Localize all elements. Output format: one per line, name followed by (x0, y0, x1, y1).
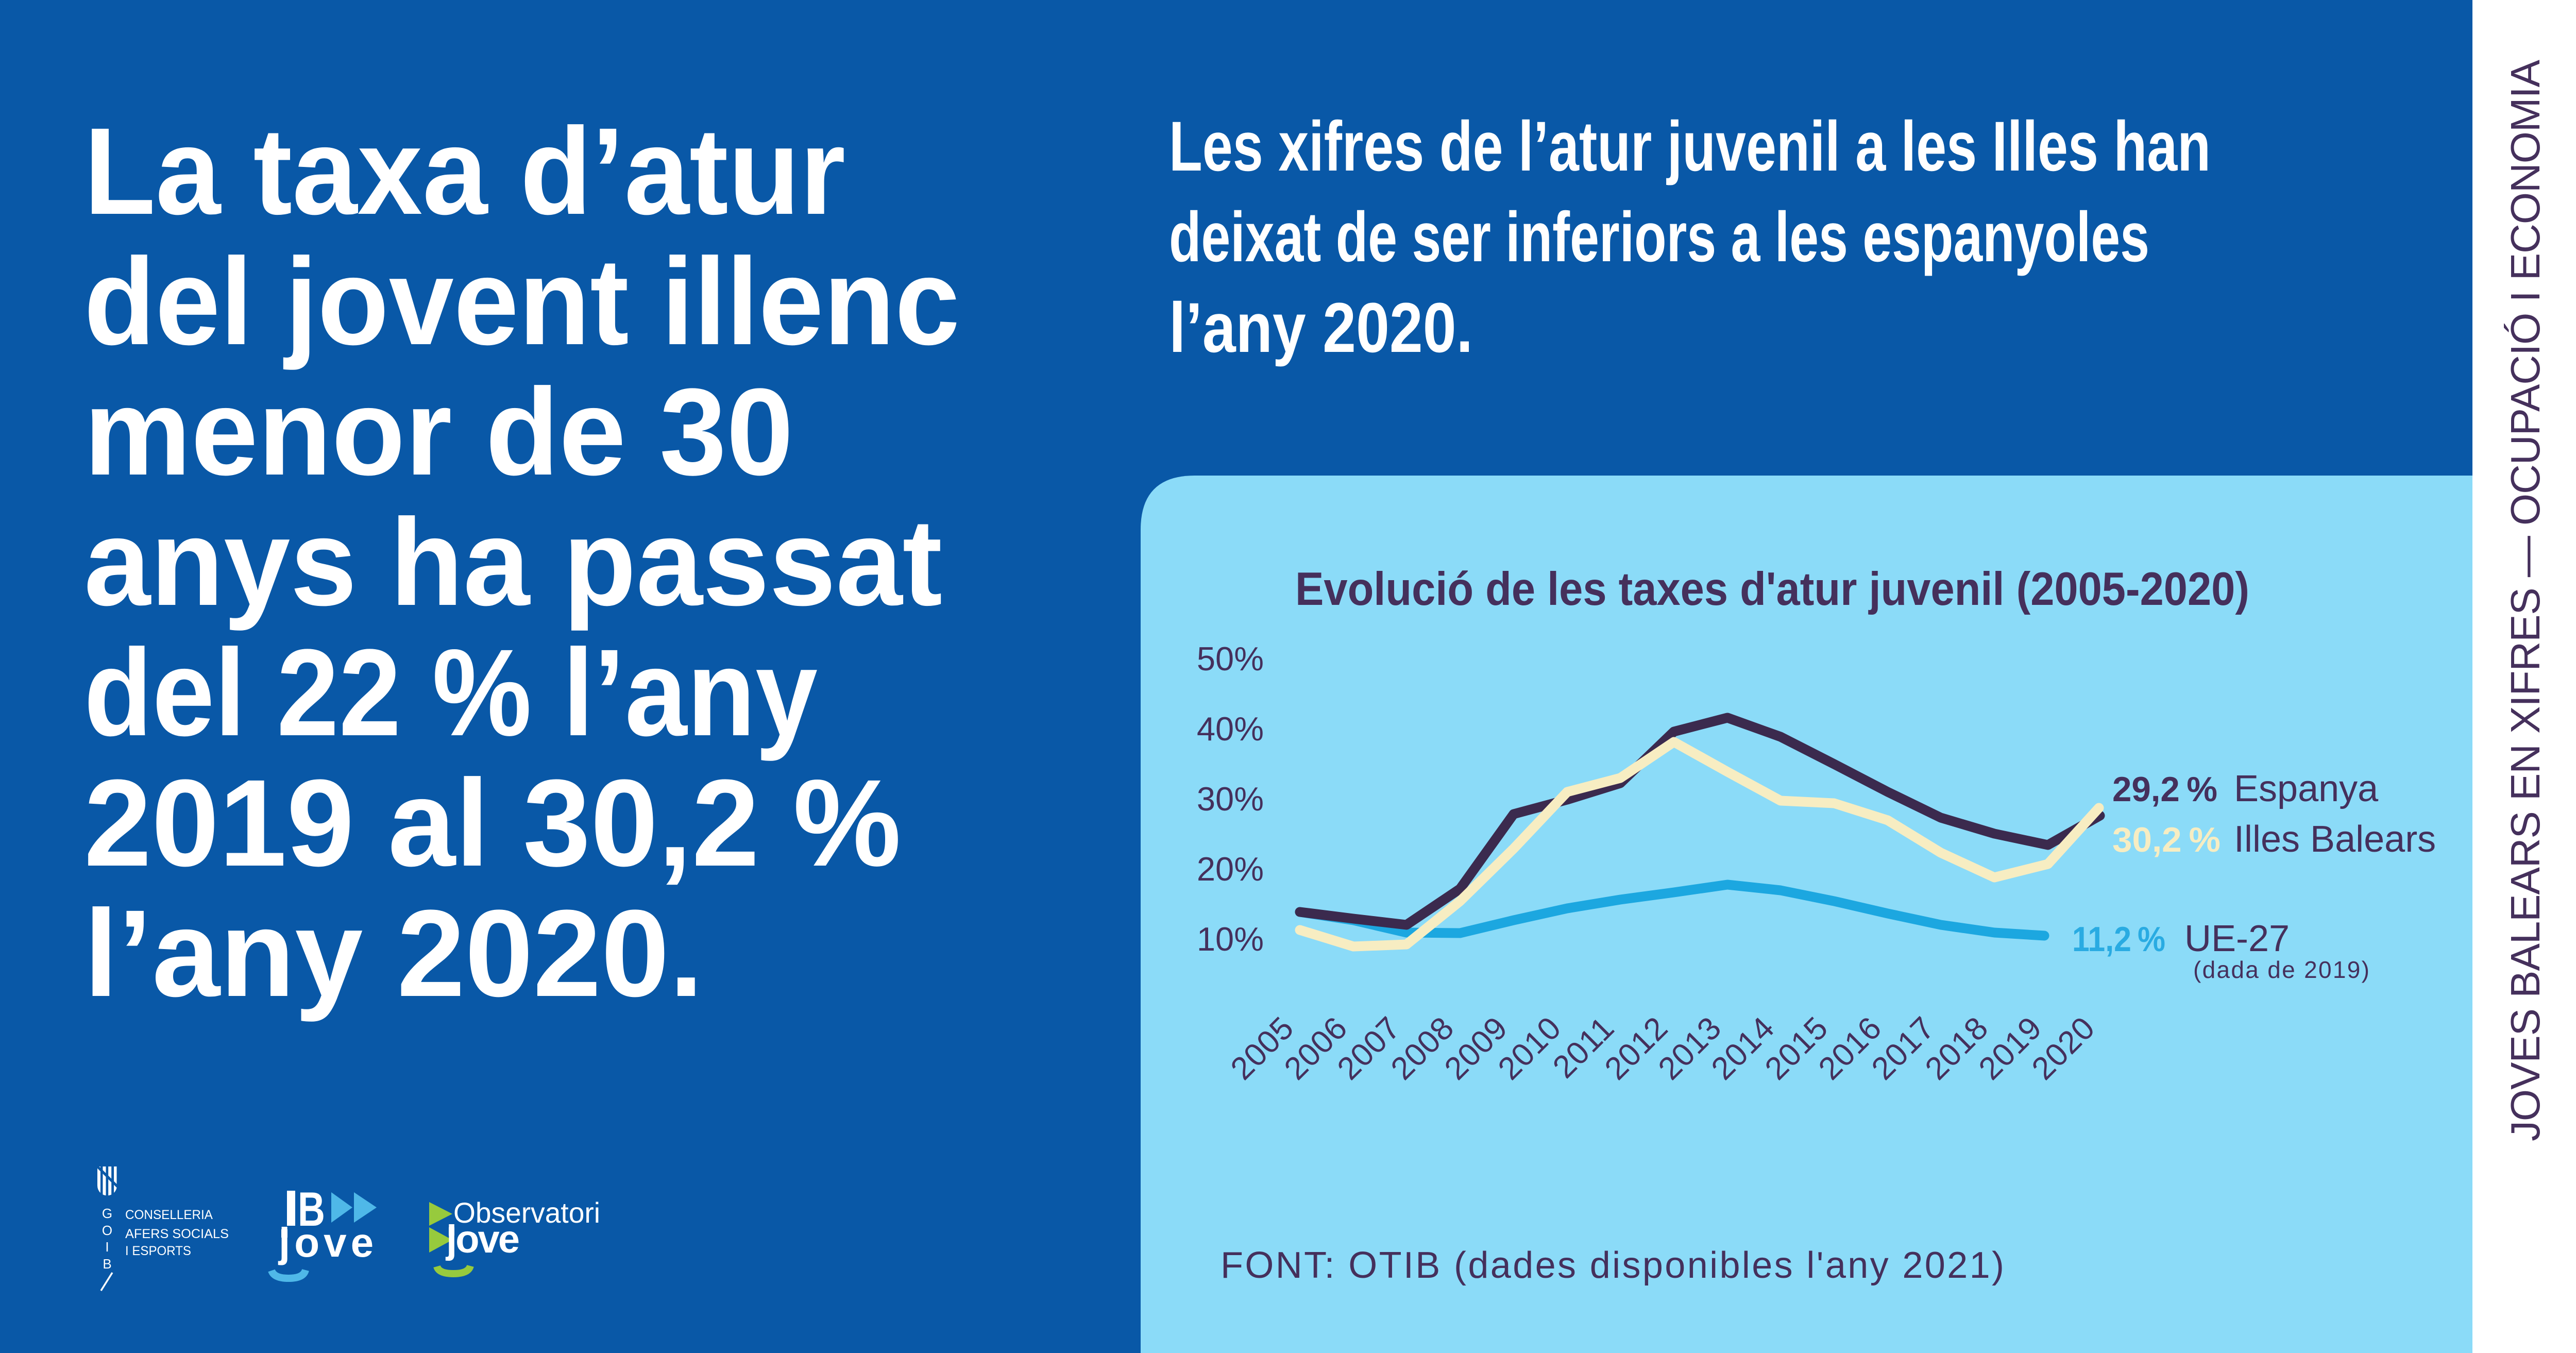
svg-text:l’any 2020.: l’any 2020. (84, 884, 703, 1022)
svg-text:Les xifres de l’atur juvenil a: Les xifres de l’atur juvenil a les Illes… (1169, 107, 2211, 186)
svg-text:29,2 %: 29,2 % (2112, 770, 2217, 809)
svg-text:AFERS SOCIALS: AFERS SOCIALS (125, 1227, 229, 1241)
svg-text:jove: jove (445, 1217, 519, 1261)
svg-text:40%: 40% (1197, 710, 1264, 748)
svg-text:l’any 2020.: l’any 2020. (1169, 289, 1473, 367)
svg-text:30%: 30% (1197, 780, 1264, 818)
svg-text:anys ha passat: anys ha passat (84, 493, 942, 631)
svg-text:50%: 50% (1197, 640, 1264, 678)
svg-text:30,2 %: 30,2 % (2112, 820, 2221, 859)
svg-text:del jovent illenc: del jovent illenc (84, 232, 960, 370)
svg-text:B: B (298, 1182, 325, 1236)
svg-text:UE-27: UE-27 (2184, 918, 2290, 959)
svg-text:Observatori: Observatori (453, 1196, 600, 1229)
svg-text:FONT: OTIB (dades disponibles: FONT: OTIB (dades disponibles l'any 2021… (1221, 1245, 2004, 1286)
svg-text:deixat de ser inferiors a les: deixat de ser inferiors a les espanyoles (1169, 198, 2149, 277)
svg-text:CONSELLERIA: CONSELLERIA (125, 1208, 213, 1222)
svg-text:Illes Balears: Illes Balears (2234, 819, 2436, 860)
svg-text:La taxa d’atur: La taxa d’atur (84, 102, 845, 240)
svg-text:2019 al 30,2 %: 2019 al 30,2 % (84, 754, 901, 892)
svg-text:del 22 % l’any: del 22 % l’any (84, 623, 818, 762)
svg-text:G: G (102, 1206, 112, 1221)
svg-text:Evolució de les taxes d'atur j: Evolució de les taxes d'atur juvenil (20… (1295, 563, 2249, 615)
svg-text:10%: 10% (1197, 920, 1264, 958)
svg-text:11,2 %: 11,2 % (2072, 920, 2165, 959)
svg-text:jove: jove (278, 1220, 378, 1265)
svg-text:O: O (102, 1223, 112, 1238)
svg-text:Espanya: Espanya (2234, 768, 2379, 809)
svg-text:JOVES BALEARS EN XIFRES — OCUP: JOVES BALEARS EN XIFRES — OCUPACIÓ I ECO… (2502, 59, 2548, 1141)
svg-text:B: B (103, 1256, 111, 1272)
svg-text:20%: 20% (1197, 850, 1264, 888)
svg-text:I: I (105, 1239, 109, 1255)
svg-text:menor de 30: menor de 30 (84, 363, 793, 501)
svg-text:I ESPORTS: I ESPORTS (125, 1244, 191, 1258)
